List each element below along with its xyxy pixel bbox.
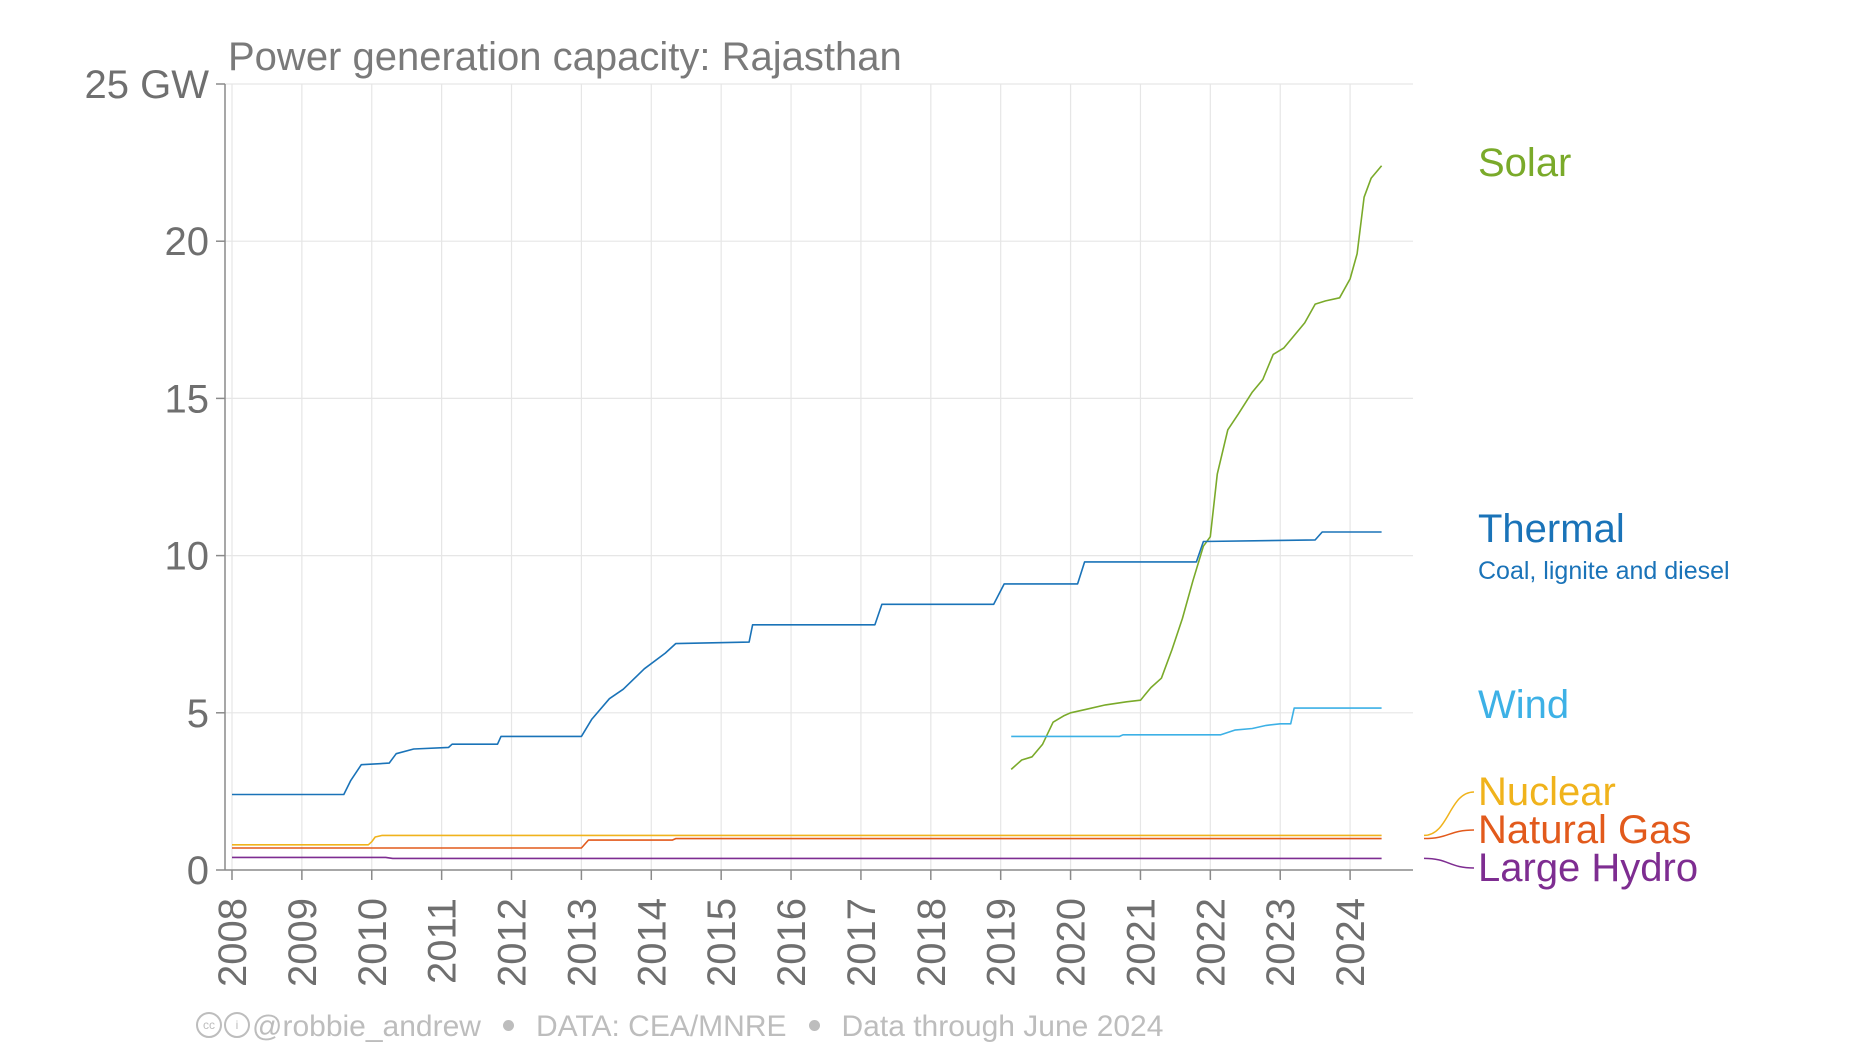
series-lines (232, 165, 1383, 860)
y-tick-label: 5 (187, 692, 209, 736)
footer-handle: @robbie_andrew (252, 1010, 481, 1043)
x-tick-label: 2008 (211, 898, 255, 987)
series-line-nuclear (232, 834, 1382, 846)
x-tick-label: 2014 (630, 898, 674, 987)
x-tick-label: 2015 (700, 898, 744, 987)
y-tick-label: 20 (165, 220, 210, 264)
series-label-thermal: Thermal (1478, 507, 1625, 551)
x-tick-label: 2017 (840, 898, 884, 987)
footer-note: Data through June 2024 (841, 1010, 1164, 1043)
footer-source: DATA: CEA/MNRE (535, 1010, 787, 1043)
x-tick-label: 2013 (560, 898, 604, 987)
series-line-solar (1010, 165, 1383, 770)
footer: cc i @robbie_andrew DATA: CEA/MNRE Data thro… (196, 1010, 1163, 1044)
creative-commons-icon: cc (196, 1012, 222, 1039)
separator-dot (502, 1019, 514, 1031)
series-sublabel-thermal: Coal, lignite and diesel (1478, 557, 1730, 585)
x-tick-label: 2018 (910, 898, 954, 987)
x-tick-label: 2011 (421, 898, 465, 984)
x-tick-label: 2023 (1259, 898, 1303, 987)
attribution-icon: i (224, 1012, 250, 1039)
x-tick-label: 2020 (1050, 898, 1094, 987)
grid (225, 83, 1413, 870)
series-label-large-hydro: Large Hydro (1478, 846, 1698, 890)
y-axis: 0 5 10 15 20 25 GW (85, 63, 226, 893)
series-line-natural-gas (232, 837, 1382, 849)
series-label-wind: Wind (1478, 683, 1569, 727)
x-tick-label: 2016 (770, 898, 814, 987)
series-line-large-hydro (232, 856, 1382, 860)
label-leader-nuclear (1423, 791, 1475, 837)
label-leader-large-hydro (1423, 857, 1475, 869)
series-line-wind (1011, 707, 1382, 738)
x-tick-label: 2021 (1119, 898, 1163, 987)
label-leader-natural-gas (1423, 829, 1475, 840)
x-tick-label: 2010 (351, 898, 395, 987)
x-axis: 2008 2009 2010 2011 2012 2013 2014 2015 2016 2017… (211, 869, 1413, 987)
series-labels: Solar Thermal Coal, lignite and diesel Wind… (1423, 141, 1730, 890)
chart-title: Power generation capacity: Rajasthan (228, 35, 902, 79)
x-tick-label: 2022 (1189, 898, 1233, 987)
series-label-nuclear: Nuclear (1478, 770, 1616, 814)
y-tick-label: 15 (165, 377, 210, 421)
series-label-natural-gas: Natural Gas (1478, 808, 1691, 852)
x-tick-label: 2024 (1329, 898, 1373, 987)
separator-dot (808, 1019, 820, 1031)
series-label-solar: Solar (1478, 141, 1571, 185)
y-tick-label: 10 (165, 535, 210, 579)
x-tick-label: 2012 (491, 898, 535, 987)
x-tick-label: 2009 (281, 898, 325, 987)
x-tick-label: 2019 (980, 898, 1024, 987)
y-tick-label: 0 (187, 849, 209, 893)
series-line-thermal (232, 531, 1382, 796)
y-tick-label: 25 GW (85, 63, 210, 107)
